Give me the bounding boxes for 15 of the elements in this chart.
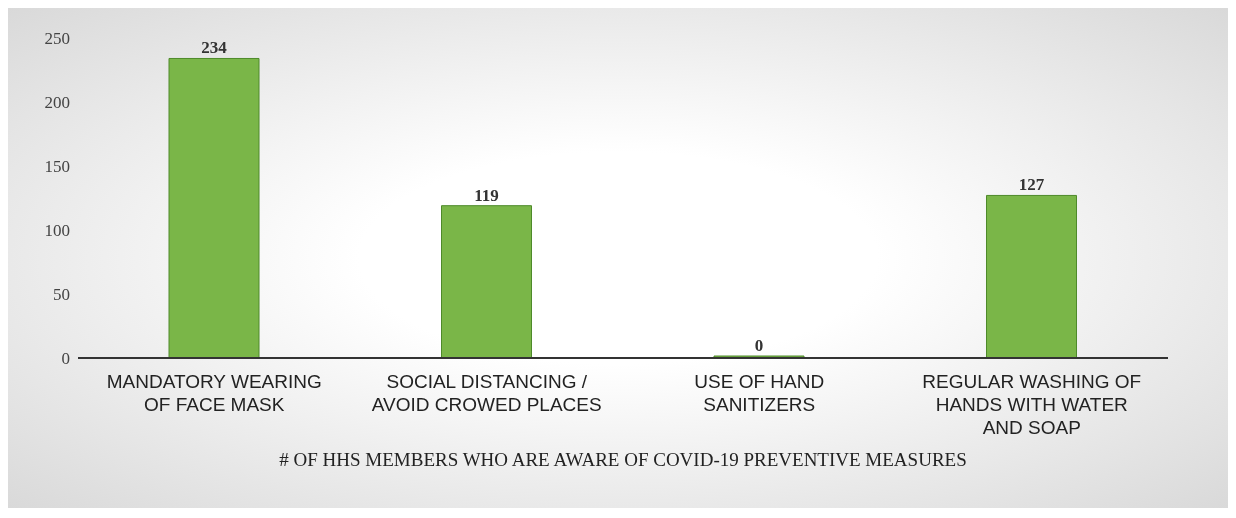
x-axis-title: # OF HHS MEMBERS WHO ARE AWARE OF COVID-19 PREVENTIVE MEASURES [279,449,967,470]
x-tick-label: REGULAR WASHING OF HANDS WITH WATER AND SOAP [922,371,1142,438]
y-tick-label: 200 [44,93,70,113]
y-tick-label: 0 [61,349,70,369]
x-tick-label: MANDATORY WEARING OF FACE MASK [106,371,322,415]
data-label: 234 [201,38,228,58]
y-tick-label: 150 [44,157,70,177]
data-label: 127 [1018,175,1045,195]
y-tick-label: 50 [53,285,70,305]
data-label: 0 [754,336,764,355]
x-tick-label: USE OF HAND SANITIZERS [694,371,825,415]
y-tick-label: 100 [44,221,70,241]
x-tick-label: SOCIAL DISTANCING / AVOID CROWED PLACES [371,371,602,415]
y-tick-label: 250 [44,29,70,49]
data-label: 119 [474,185,499,205]
